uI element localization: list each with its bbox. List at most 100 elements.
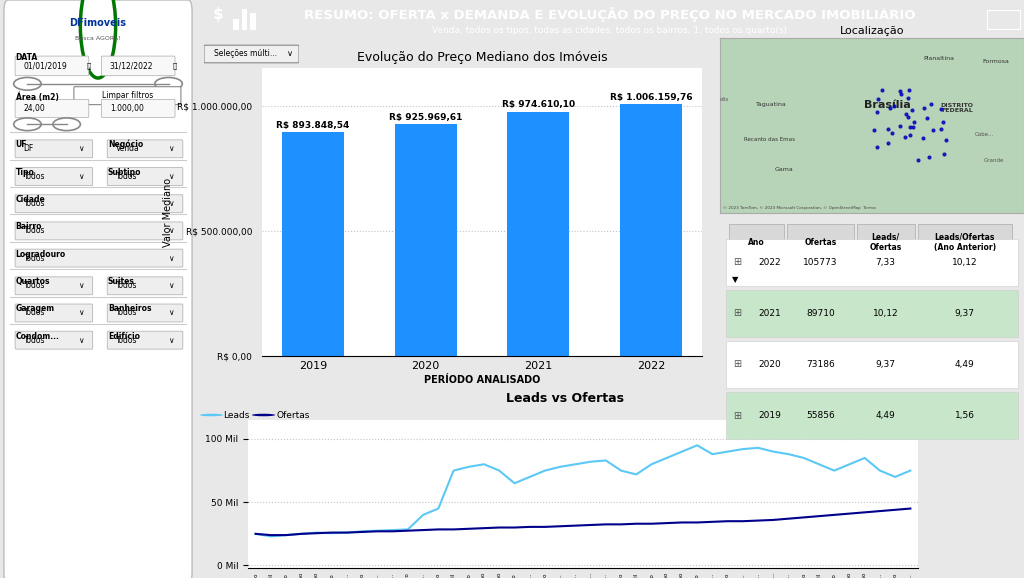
Text: 1,56: 1,56	[954, 411, 975, 420]
Text: Negócio: Negócio	[108, 140, 143, 149]
Text: Tipo: Tipo	[15, 168, 35, 177]
Text: 🗓: 🗓	[172, 62, 177, 69]
Text: ∨: ∨	[78, 309, 83, 317]
FancyBboxPatch shape	[15, 304, 93, 322]
Point	[905, 117, 922, 127]
Bar	[250, 13, 256, 31]
Bar	[726, 341, 1018, 388]
Text: ⊞: ⊞	[732, 410, 740, 421]
Text: 89710: 89710	[806, 309, 835, 318]
Text: Todos: Todos	[24, 172, 45, 181]
Bar	[726, 392, 1018, 439]
Point	[933, 125, 949, 134]
Text: Busca AGORA!: Busca AGORA!	[75, 36, 121, 41]
X-axis label: PERÍODO ANALISADO: PERÍODO ANALISADO	[424, 375, 541, 385]
Point	[902, 130, 919, 139]
Bar	[729, 224, 783, 261]
FancyBboxPatch shape	[108, 331, 183, 349]
Text: ∨: ∨	[287, 50, 293, 58]
Point	[925, 125, 941, 135]
Text: Brasília: Brasília	[864, 99, 910, 109]
Text: Todos: Todos	[116, 336, 137, 344]
Point	[884, 129, 900, 138]
Text: DISTRITO
FEDERAL: DISTRITO FEDERAL	[941, 103, 974, 113]
FancyBboxPatch shape	[108, 277, 183, 295]
Point	[892, 87, 908, 96]
Text: ∨: ∨	[168, 144, 173, 153]
Text: ▼: ▼	[732, 275, 738, 284]
Bar	[987, 9, 1020, 28]
Circle shape	[252, 414, 275, 416]
Bar	[857, 224, 914, 261]
Text: Garagem: Garagem	[15, 304, 55, 313]
Text: 2019: 2019	[759, 411, 781, 420]
Text: Todos: Todos	[116, 309, 137, 317]
Bar	[620, 104, 682, 356]
Point	[899, 112, 915, 121]
Text: Leads/Ofertas
(Ano Anterior): Leads/Ofertas (Ano Anterior)	[934, 232, 995, 252]
Bar	[507, 112, 569, 356]
Bar	[726, 239, 1018, 286]
Point	[892, 121, 908, 131]
Text: olis: olis	[720, 97, 729, 102]
FancyBboxPatch shape	[15, 331, 93, 349]
Text: Área (m2): Área (m2)	[15, 92, 58, 102]
Text: Seleções múlti...: Seleções múlti...	[213, 50, 276, 58]
Text: 7,33: 7,33	[876, 258, 896, 267]
Text: Todos: Todos	[116, 172, 137, 181]
Text: Ano: Ano	[749, 238, 765, 247]
FancyBboxPatch shape	[15, 56, 89, 76]
Text: Todos: Todos	[24, 227, 45, 235]
Text: Bairro: Bairro	[15, 222, 42, 231]
FancyBboxPatch shape	[15, 277, 93, 295]
Point	[880, 139, 896, 148]
Point	[919, 114, 935, 123]
Circle shape	[80, 0, 116, 78]
Text: Suites: Suites	[108, 277, 135, 286]
Text: 73186: 73186	[806, 360, 835, 369]
FancyBboxPatch shape	[4, 0, 193, 578]
Text: 31/12/2022: 31/12/2022	[110, 61, 154, 71]
Text: 55856: 55856	[806, 411, 835, 420]
FancyBboxPatch shape	[108, 140, 183, 158]
Point	[882, 103, 898, 113]
Text: Planaltina: Planaltina	[924, 57, 954, 61]
Title: Localização: Localização	[840, 26, 904, 36]
Text: ∨: ∨	[78, 336, 83, 344]
Text: 2021: 2021	[759, 309, 781, 318]
Text: Todos: Todos	[24, 254, 45, 262]
Text: ∨: ∨	[168, 172, 173, 181]
Point	[886, 101, 902, 110]
FancyBboxPatch shape	[74, 87, 181, 105]
Text: Ofertas: Ofertas	[804, 238, 837, 247]
Circle shape	[200, 414, 223, 416]
Point	[873, 86, 890, 95]
Text: Todos: Todos	[24, 309, 45, 317]
FancyBboxPatch shape	[15, 249, 183, 267]
Text: ∨: ∨	[168, 281, 173, 290]
Point	[865, 125, 882, 135]
FancyBboxPatch shape	[101, 99, 175, 117]
Text: 10,12: 10,12	[872, 309, 898, 318]
Text: © 2023 TomTom, © 2023 Microsoft Corporation, © OpenStreetMap  Terma: © 2023 TomTom, © 2023 Microsoft Corporat…	[723, 206, 876, 209]
Bar	[233, 19, 239, 31]
Text: ∨: ∨	[78, 144, 83, 153]
Point	[869, 108, 886, 117]
Point	[900, 94, 916, 103]
Point	[923, 99, 939, 109]
Text: 10,12: 10,12	[952, 258, 978, 267]
Text: Venda: Venda	[116, 144, 139, 153]
Text: Todos: Todos	[24, 336, 45, 344]
Text: Formosa: Formosa	[982, 59, 1009, 64]
FancyBboxPatch shape	[15, 168, 93, 186]
Text: ⊞: ⊞	[732, 360, 740, 369]
FancyBboxPatch shape	[108, 168, 183, 186]
Text: 01/01/2019: 01/01/2019	[24, 61, 68, 71]
Ellipse shape	[13, 118, 41, 131]
Bar	[726, 290, 1018, 337]
Text: Leads: Leads	[223, 410, 250, 420]
FancyBboxPatch shape	[15, 140, 93, 158]
Text: R$ 974.610,10: R$ 974.610,10	[502, 101, 574, 109]
Text: ⊞: ⊞	[732, 257, 740, 267]
Title: Evolução do Preço Mediano dos Imóveis: Evolução do Preço Mediano dos Imóveis	[356, 51, 607, 64]
